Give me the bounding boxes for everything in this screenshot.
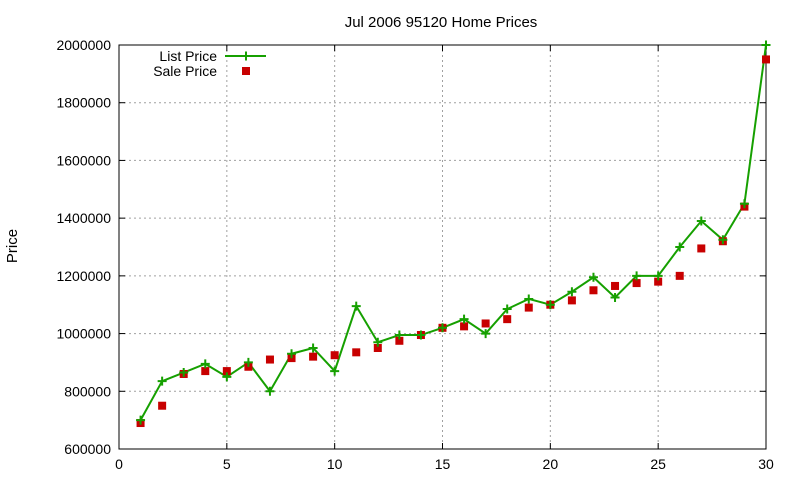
x-tick-label: 20	[543, 456, 559, 472]
sale-price-point	[352, 348, 361, 357]
list-price-point	[265, 386, 275, 396]
x-tick-label: 0	[115, 456, 123, 472]
y-axis-label: Price	[4, 229, 21, 263]
list-price-point	[136, 415, 146, 425]
x-tick-label: 25	[650, 456, 666, 472]
sale-price-point	[524, 303, 533, 312]
sale-price-point	[589, 286, 598, 295]
legend-marker-list-price	[241, 51, 251, 61]
list-price-point	[373, 337, 383, 347]
series-line-list-price	[139, 44, 767, 421]
sale-price-point	[222, 367, 231, 376]
list-price-point	[632, 271, 642, 281]
x-tick-label: 30	[758, 456, 774, 472]
list-price-point	[588, 272, 598, 282]
list-price-point	[394, 330, 404, 340]
list-price-point	[243, 357, 253, 367]
sale-price-point	[460, 322, 469, 331]
list-price-point	[222, 372, 232, 382]
y-tick-label: 1200000	[56, 268, 111, 284]
list-price-point	[545, 300, 555, 310]
list-price-point	[761, 40, 771, 50]
list-price-point	[481, 329, 491, 339]
list-price-point	[524, 294, 534, 304]
chart-title: Jul 2006 95120 Home Prices	[345, 14, 538, 31]
list-price-point	[718, 235, 728, 245]
x-tick-label: 15	[435, 456, 451, 472]
legend-label-list-price: List Price	[159, 48, 217, 64]
list-price-point	[157, 376, 167, 386]
sale-price-point	[373, 344, 382, 352]
list-price-point	[653, 271, 663, 281]
list-price-point	[739, 199, 749, 209]
list-price-point	[567, 287, 577, 297]
y-tick-label: 1400000	[56, 210, 111, 226]
sale-price-point	[395, 336, 404, 345]
sale-price-point	[309, 352, 318, 361]
list-price-point	[200, 359, 210, 369]
sale-price-point	[158, 401, 167, 410]
series-layer	[136, 40, 771, 428]
list-price-point	[330, 366, 340, 376]
sale-price-point	[481, 319, 490, 328]
sale-price-point	[697, 244, 706, 253]
sale-price-point	[265, 355, 274, 364]
list-price-point	[610, 293, 620, 302]
sale-price-point	[611, 281, 620, 290]
y-tick-label: 1800000	[56, 95, 111, 111]
x-tick-label: 5	[223, 456, 231, 472]
list-price-point	[416, 330, 426, 340]
y-tick-label: 2000000	[56, 37, 111, 53]
sale-price-point	[654, 277, 663, 286]
list-price-point	[696, 216, 706, 226]
legend: List Price Sale Price	[153, 48, 266, 79]
list-price-point	[308, 343, 318, 353]
legend-marker-sale-price	[242, 67, 250, 75]
list-price-point	[459, 314, 469, 324]
sale-price-point	[503, 315, 512, 324]
list-price-point	[502, 304, 512, 314]
x-tick-label: 10	[327, 456, 343, 472]
grid	[119, 45, 766, 449]
y-tick-label: 800000	[64, 383, 111, 399]
list-price-point	[179, 368, 189, 378]
axis-ticks: 0 5 10 15 20 25 30 600000 800000 1000000 1200000 14…	[56, 37, 774, 472]
sale-price-point	[675, 271, 684, 280]
list-price-point	[287, 349, 297, 359]
sale-price-point	[201, 367, 210, 376]
y-tick-label: 600000	[64, 441, 111, 457]
list-price-point	[438, 323, 447, 333]
y-tick-label: 1600000	[56, 152, 111, 168]
y-tick-label: 1000000	[56, 326, 111, 342]
sale-price-point	[762, 55, 770, 64]
list-price-point	[351, 301, 361, 311]
legend-label-sale-price: Sale Price	[153, 63, 217, 79]
sale-price-point	[632, 279, 641, 288]
list-price-point	[675, 242, 685, 252]
sale-price-point	[567, 296, 576, 305]
sale-price-point	[330, 351, 339, 360]
